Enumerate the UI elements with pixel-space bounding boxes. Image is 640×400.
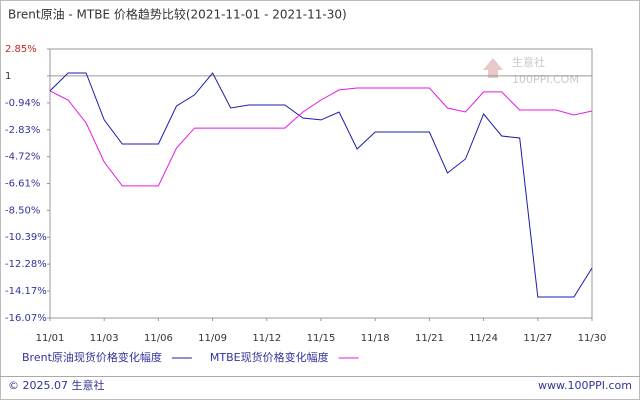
y-tick-label: 1 xyxy=(5,71,11,82)
series-line xyxy=(49,87,593,187)
chart-title: Brent原油 - MTBE 价格趋势比较(2021-11-01 - 2021-… xyxy=(8,7,347,22)
y-tick-label: -0.94% xyxy=(5,98,40,109)
series-line xyxy=(49,72,593,298)
y-tick-label: -2.83% xyxy=(5,125,40,136)
x-tick-label: 11/18 xyxy=(361,333,390,344)
footer-left: © 2025.07 生意社 xyxy=(8,378,104,392)
x-tick-label: 11/06 xyxy=(144,333,173,344)
x-tick-label: 11/15 xyxy=(307,333,336,344)
legend-label: Brent原油现货价格变化幅度 xyxy=(22,350,162,364)
watermark-icon xyxy=(483,58,503,78)
y-tick-label: -6.61% xyxy=(5,179,40,190)
y-tick-label: -8.50% xyxy=(5,205,40,216)
watermark-name: 生意社 xyxy=(512,55,545,69)
x-tick-label: 11/24 xyxy=(469,333,498,344)
y-tick-label: -10.39% xyxy=(5,232,47,243)
legend-label: MTBE现货价格变化幅度 xyxy=(210,350,329,364)
x-tick-label: 11/03 xyxy=(90,333,119,344)
footer-right: www.100PPI.com xyxy=(538,379,632,392)
x-tick-label: 11/01 xyxy=(36,333,65,344)
y-tick-label: -14.17% xyxy=(5,286,47,297)
y-tick-label: -12.28% xyxy=(5,259,47,270)
x-tick-label: 11/21 xyxy=(415,333,444,344)
x-tick-label: 11/27 xyxy=(523,333,552,344)
x-tick-label: 11/30 xyxy=(578,333,607,344)
x-tick-label: 11/12 xyxy=(252,333,281,344)
x-tick-label: 11/09 xyxy=(198,333,227,344)
y-tick-label: -4.72% xyxy=(5,152,40,163)
y-tick-label: -16.07% xyxy=(5,313,47,324)
watermark-site: 100PPI.COM xyxy=(512,73,579,86)
y-tick-label: 2.85% xyxy=(5,44,37,55)
